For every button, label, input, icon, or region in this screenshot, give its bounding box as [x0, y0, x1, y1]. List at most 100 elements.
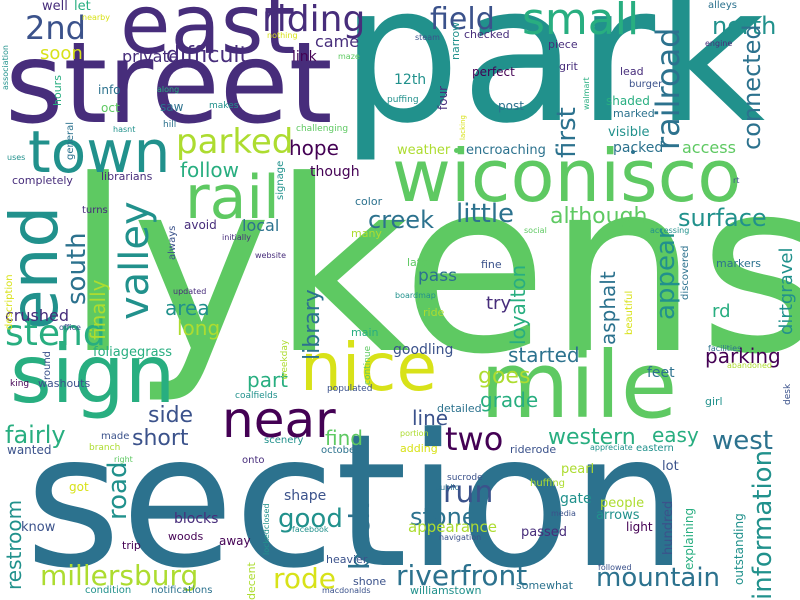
word-uses: uses [7, 153, 26, 162]
word-visible: visible [608, 125, 650, 140]
word-line: line [412, 406, 449, 430]
word-link: link [292, 49, 317, 65]
word-turns: turns [82, 205, 108, 216]
word-maze: maze [338, 52, 360, 61]
word-info: info [98, 83, 121, 97]
word-decent: decent [245, 562, 258, 600]
word-short: short [132, 426, 189, 451]
word-parked: parked [176, 122, 294, 162]
word-side: side [148, 403, 194, 428]
word-continue: continue [363, 345, 373, 385]
word-started: started [508, 343, 580, 367]
word-little: little [456, 199, 515, 229]
word-local: local [242, 216, 280, 235]
word-adding: adding [400, 442, 438, 455]
word-public: public [435, 483, 460, 492]
word-feet: feet [647, 365, 675, 381]
word-followed: followed [598, 563, 632, 572]
word-although: although [550, 204, 648, 229]
word-hasnt: hasnt [113, 125, 136, 134]
word-office: office [59, 323, 81, 332]
word-discovered: discovered [680, 245, 691, 300]
word-nothing: nothing [267, 31, 298, 40]
word-beautiful: beautiful [624, 290, 635, 335]
word-small: small [522, 0, 640, 45]
word-fairly: fairly [5, 421, 66, 449]
word-passed: passed [521, 525, 568, 540]
word-rode: rode [273, 562, 337, 595]
word-riderode: riderode [510, 443, 557, 456]
word-appearance: appearance [408, 518, 497, 536]
word-crushed: crushed [5, 306, 69, 325]
word-12th: 12th [394, 72, 427, 88]
word-shaded: shaded [606, 94, 650, 108]
word-street: street [5, 19, 333, 149]
word-navigation: navigation [439, 533, 482, 542]
word-hours: hours [51, 75, 64, 106]
word-rail: rail [185, 163, 280, 233]
word-stone: stone [410, 503, 477, 531]
word-marked: marked [613, 107, 655, 120]
word-came: came [315, 32, 360, 51]
word-shape: shape [284, 488, 327, 504]
word-hope: hope [289, 136, 339, 160]
word-fragment-dot [454, 148, 459, 153]
word-near: near [222, 391, 336, 449]
word-saw: saw [160, 100, 184, 114]
word-park: park [340, 0, 766, 165]
word-initially: initially [222, 233, 251, 242]
word-librarians: librarians [101, 170, 153, 183]
word-association: association [1, 45, 10, 90]
word-many: many [351, 227, 382, 240]
word-sucrode: sucrode [447, 473, 483, 483]
word-williamstown: williamstown [410, 584, 482, 597]
word-blocks: blocks [174, 511, 219, 527]
word-burger: burger [629, 79, 663, 90]
word-millersburg: millersburg [40, 559, 199, 592]
word-hill: hill [163, 120, 177, 130]
word-weather: weather [397, 143, 451, 158]
word-completely: completely [12, 174, 73, 187]
word-nice: nice [300, 329, 438, 406]
word-onto: onto [242, 455, 265, 466]
word-fine: fine [481, 258, 502, 271]
word-lot: lot [662, 459, 679, 474]
word-four: four [436, 85, 450, 110]
word-challenging: challenging [296, 124, 349, 134]
word-along: along [157, 85, 180, 94]
word-first: first [552, 107, 582, 158]
word-finally: finally [86, 279, 110, 340]
word-right: right [114, 455, 133, 464]
word-alleys: alleys [708, 0, 737, 11]
word-media: media [551, 509, 576, 518]
word-town: town [28, 118, 171, 186]
word-shone: shone [353, 575, 387, 588]
word-makes: makes [209, 101, 239, 111]
word-nearby: nearby [82, 13, 110, 22]
word-goes: goes [478, 364, 531, 389]
word-east: east [120, 0, 296, 73]
word-lockedclosed: lockedclosed [262, 503, 271, 555]
word-wanted: wanted [7, 443, 52, 457]
word-fragment-dot [631, 150, 635, 154]
word-round: round [42, 350, 53, 380]
word-washouts: washouts [38, 377, 91, 390]
word-walmart: walmart [582, 77, 591, 110]
word-king: king [10, 379, 30, 389]
word-woods: woods [168, 530, 204, 543]
word-let: let [74, 0, 91, 14]
word-weekday: weekday [280, 339, 290, 380]
word-well: well [42, 0, 68, 14]
word-eastern: eastern [636, 443, 674, 454]
word-connected: connected [738, 24, 766, 150]
word-girl: girl [705, 395, 723, 408]
word-condition: condition [85, 585, 132, 596]
word-avoid: avoid [184, 218, 217, 232]
word-signage: signage [275, 160, 286, 200]
word-section: section [25, 395, 688, 600]
word-branch: branch [89, 443, 121, 453]
word-pearl: pearl [561, 462, 595, 477]
word-explaining: explaining [682, 507, 696, 570]
word-somewhat: somewhat [516, 579, 573, 592]
